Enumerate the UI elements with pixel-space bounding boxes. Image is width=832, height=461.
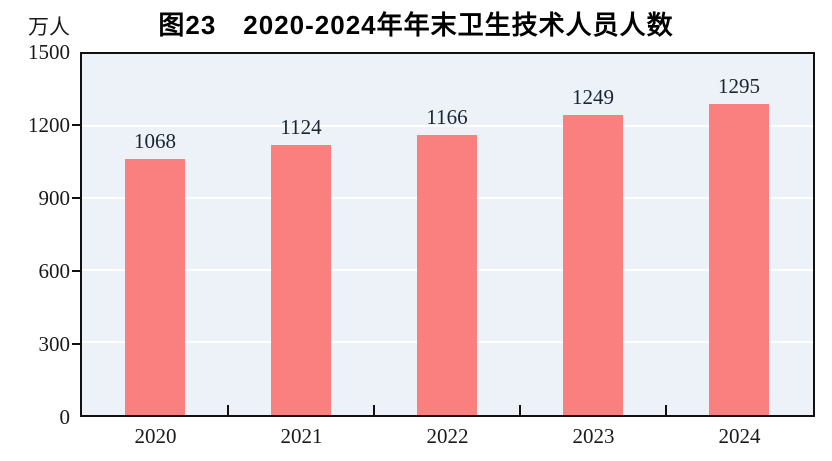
x-tick-label: 2024 (718, 424, 761, 448)
gridline (82, 125, 813, 127)
bar (563, 115, 623, 415)
y-tick-label: 600 (38, 259, 71, 283)
bar (271, 145, 331, 415)
bar-value-label: 1295 (718, 74, 760, 99)
bar-value-label: 1068 (134, 128, 176, 153)
y-tick-label: 1500 (28, 40, 70, 64)
x-tick-label: 2020 (134, 424, 177, 448)
y-axis-unit-label: 万人 (28, 15, 70, 39)
y-axis-tick (72, 270, 80, 272)
y-tick-label: 0 (59, 405, 71, 429)
x-tick-label: 2022 (426, 424, 469, 448)
y-axis-tick (72, 124, 80, 126)
bar (417, 135, 477, 415)
bar-value-label: 1166 (426, 105, 468, 130)
x-axis-tick (519, 405, 521, 415)
bar-value-label: 1249 (572, 85, 614, 110)
y-tick-label: 900 (38, 186, 71, 210)
chart-title: 图23 2020-2024年年末卫生技术人员人数 (158, 10, 674, 40)
plot-area: 1068 1124 1166 1249 1295 (80, 52, 815, 417)
y-tick-label: 1200 (28, 113, 70, 137)
x-tick-label: 2023 (572, 424, 615, 448)
x-axis-tick (373, 405, 375, 415)
bar-value-label: 1124 (280, 115, 322, 140)
x-axis-tick (665, 405, 667, 415)
y-axis-tick (72, 197, 80, 199)
x-tick-label: 2021 (280, 424, 323, 448)
bar (125, 158, 185, 415)
y-tick-label: 300 (38, 332, 71, 356)
y-axis-tick (72, 343, 80, 345)
x-axis-tick (227, 405, 229, 415)
bar (709, 104, 769, 415)
